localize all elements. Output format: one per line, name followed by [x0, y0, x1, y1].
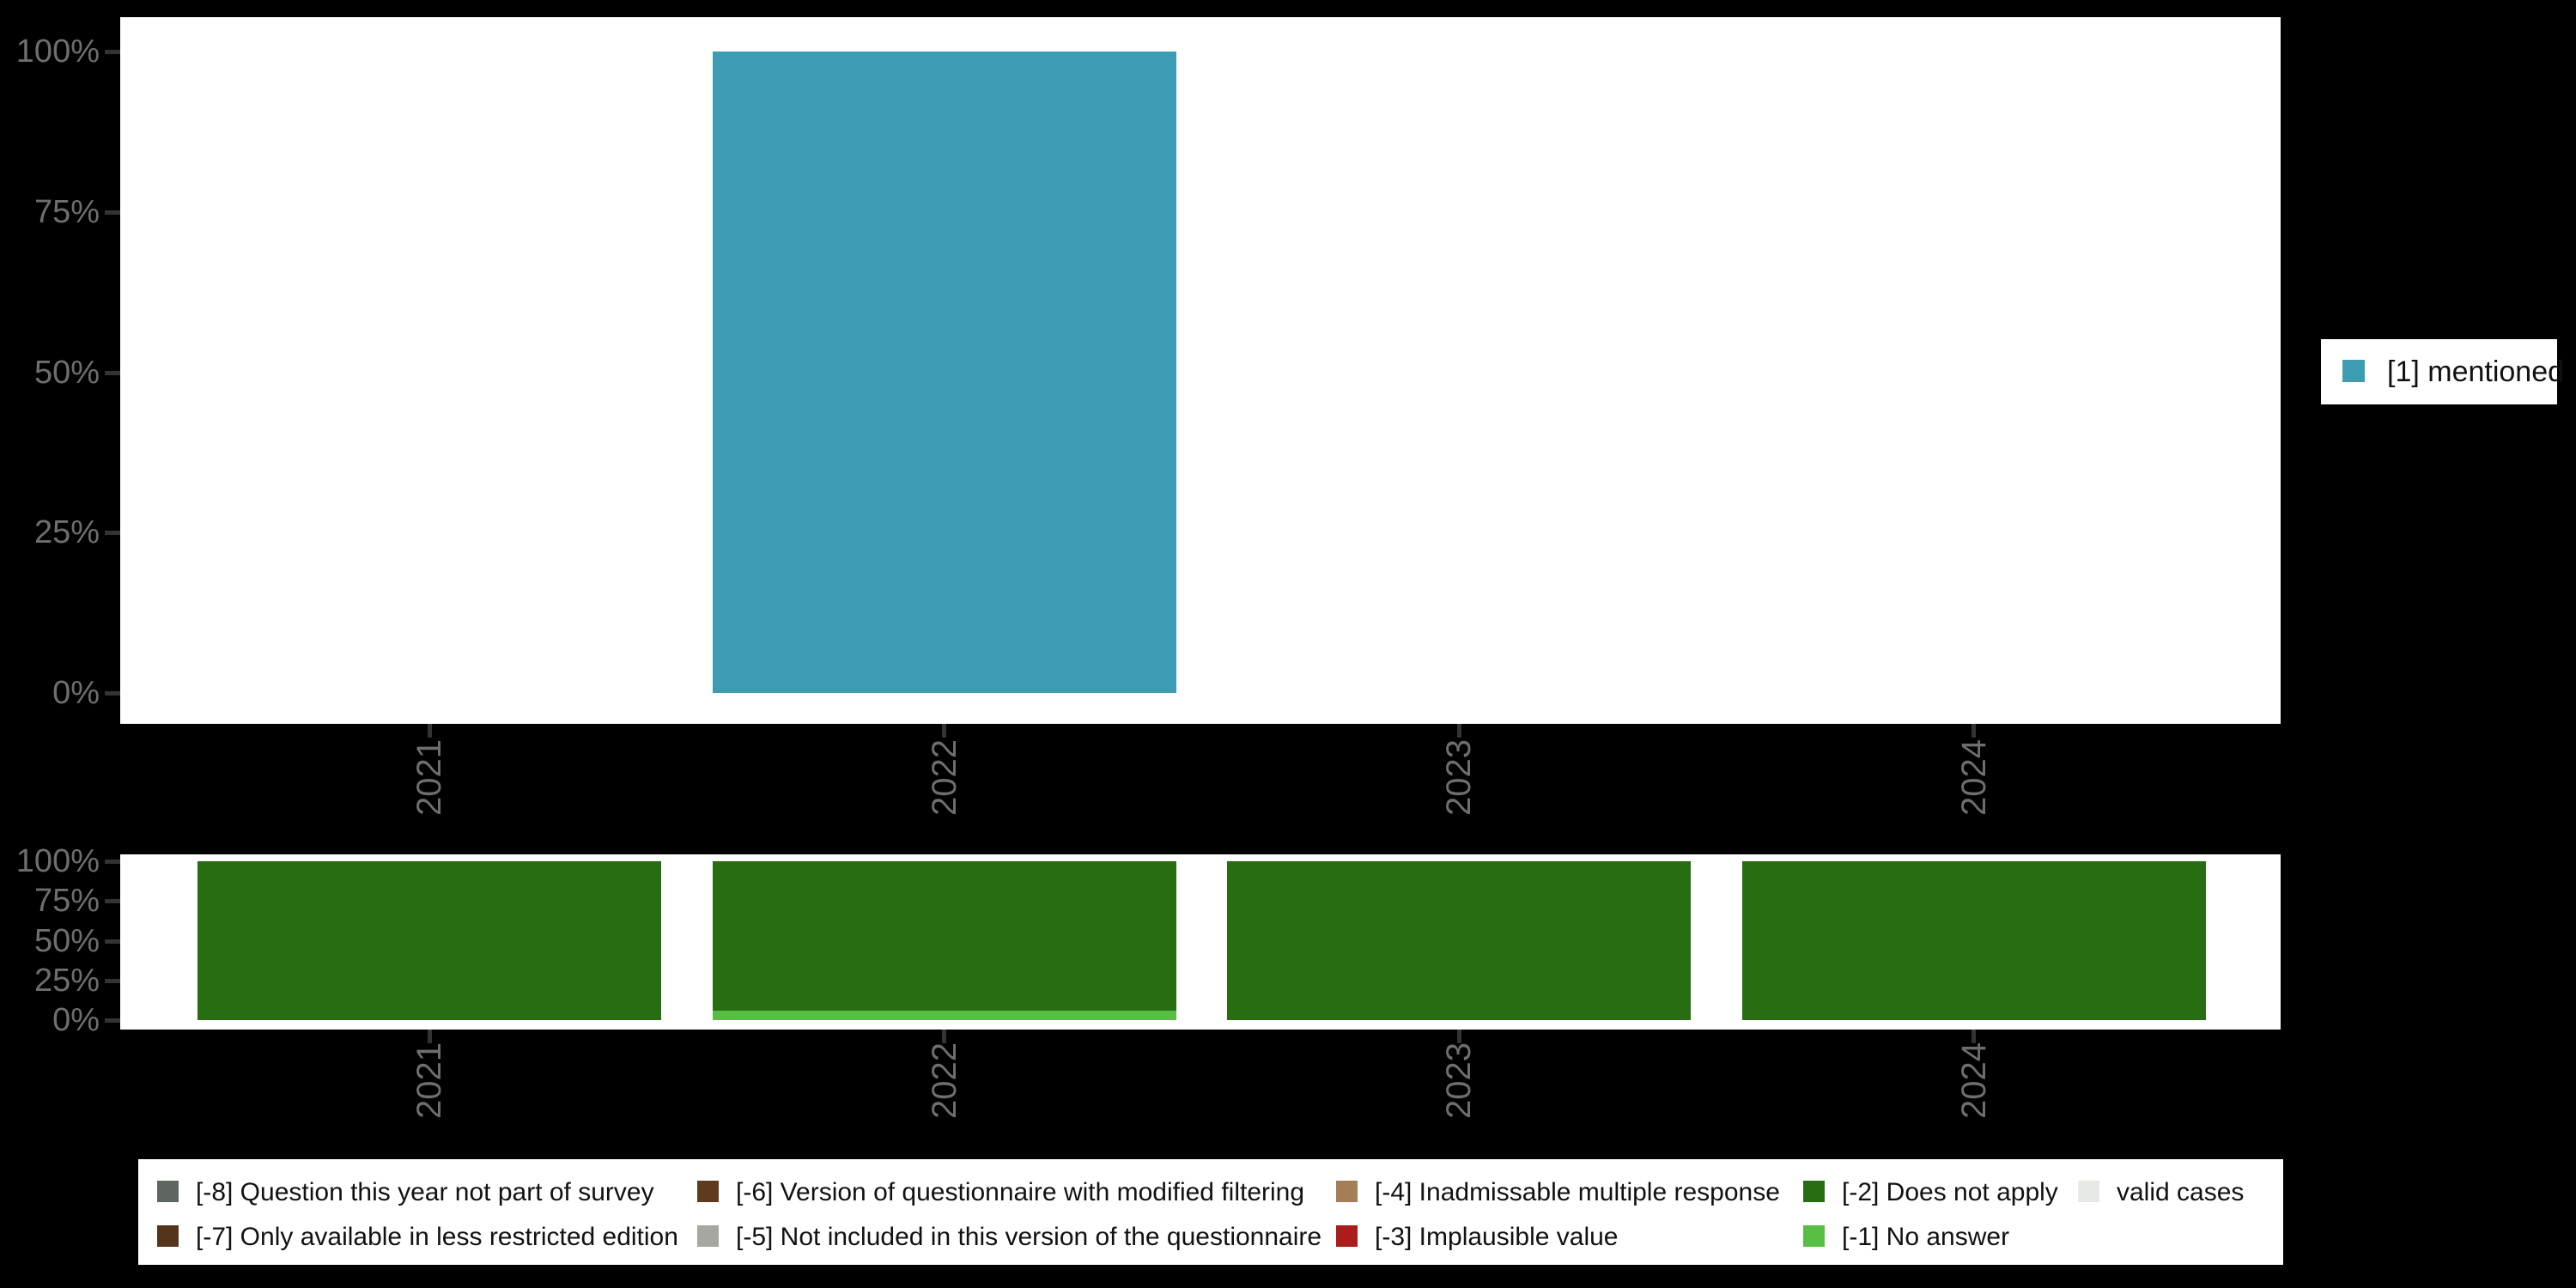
y-axis-tick-label: 100% — [15, 33, 100, 70]
valid-values-panel — [120, 17, 2281, 724]
legend-swatch — [697, 1225, 719, 1247]
legend-swatch — [1336, 1225, 1358, 1247]
legend-swatch — [2078, 1181, 2099, 1202]
legend-label: [-2] Does not apply — [1842, 1178, 2058, 1206]
y-axis-tick — [105, 978, 120, 983]
y-axis-tick — [105, 531, 120, 536]
legend-label: [-7] Only available in less restricted e… — [196, 1223, 678, 1251]
y-axis-tick-label: 75% — [33, 883, 100, 920]
bar-segment — [712, 1010, 1176, 1020]
y-axis-tick-label: 25% — [33, 514, 100, 551]
y-axis-tick-label: 0% — [52, 675, 100, 711]
x-axis-tick — [1456, 724, 1461, 738]
y-axis-tick-label: 75% — [33, 193, 100, 230]
missing-values-panel — [120, 854, 2281, 1030]
x-axis-tick — [942, 724, 946, 738]
bar-segment — [1227, 861, 1691, 1020]
bar-segment — [1741, 861, 2206, 1020]
x-axis-tick — [1971, 724, 1976, 738]
x-axis-tick — [427, 724, 432, 738]
x-axis-tick-label: 2023 — [1440, 1042, 1478, 1119]
legend-swatch — [697, 1181, 719, 1202]
mentioned-legend-label: [1] mentioned — [2387, 355, 2565, 388]
x-axis-tick — [427, 1030, 432, 1043]
y-axis-tick-label: 100% — [15, 843, 100, 879]
bar-segment — [197, 861, 661, 1020]
y-axis-tick — [105, 939, 120, 944]
x-axis-tick — [1971, 1030, 1976, 1043]
x-axis-tick-label: 2023 — [1440, 739, 1478, 816]
x-axis-tick-label: 2022 — [925, 1042, 963, 1119]
x-axis-tick-label: 2024 — [1954, 739, 1993, 816]
bar-segment — [712, 52, 1176, 693]
x-axis-tick-label: 2022 — [925, 739, 963, 816]
y-axis-tick — [105, 899, 120, 904]
x-axis-tick-label: 2021 — [410, 739, 448, 816]
legend-swatch — [1803, 1181, 1825, 1202]
y-axis-tick-label: 50% — [33, 354, 100, 391]
x-axis-tick-label: 2021 — [410, 1042, 448, 1119]
x-axis-tick — [942, 1030, 946, 1043]
legend-swatch — [157, 1225, 179, 1247]
legend-swatch — [157, 1181, 179, 1202]
mentioned-swatch — [2342, 360, 2365, 382]
bar-segment — [712, 861, 1176, 1011]
x-axis-tick — [1456, 1030, 1461, 1043]
legend-label: [-8] Question this year not part of surv… — [196, 1178, 654, 1206]
legend-label: [-4] Inadmissable multiple response — [1375, 1178, 1780, 1206]
y-axis-tick — [105, 691, 120, 696]
y-axis-tick — [105, 50, 120, 54]
legend-label: [-6] Version of questionnaire with modif… — [736, 1178, 1305, 1206]
y-axis-tick — [105, 370, 120, 375]
y-axis-tick-label: 50% — [33, 922, 100, 959]
y-axis-tick-label: 0% — [52, 1002, 100, 1038]
missing-values-legend: [-8] Question this year not part of surv… — [138, 1159, 2283, 1265]
legend-swatch — [1336, 1181, 1358, 1202]
y-axis-tick — [105, 1018, 120, 1023]
legend-label: valid cases — [2117, 1178, 2245, 1206]
legend-label: [-5] Not included in this version of the… — [736, 1223, 1322, 1251]
y-axis-tick-label: 25% — [33, 962, 100, 999]
legend-label: [-1] No answer — [1842, 1223, 2010, 1251]
x-axis-tick-label: 2024 — [1954, 1042, 1993, 1119]
legend-label: [-3] Implausible value — [1375, 1223, 1619, 1251]
legend-swatch — [1803, 1225, 1825, 1247]
y-axis-tick — [105, 860, 120, 864]
y-axis-tick — [105, 210, 120, 215]
valid-values-legend: [1] mentioned — [2321, 339, 2564, 404]
